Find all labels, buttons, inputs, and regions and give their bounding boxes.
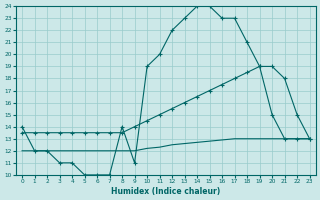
X-axis label: Humidex (Indice chaleur): Humidex (Indice chaleur) — [111, 187, 220, 196]
